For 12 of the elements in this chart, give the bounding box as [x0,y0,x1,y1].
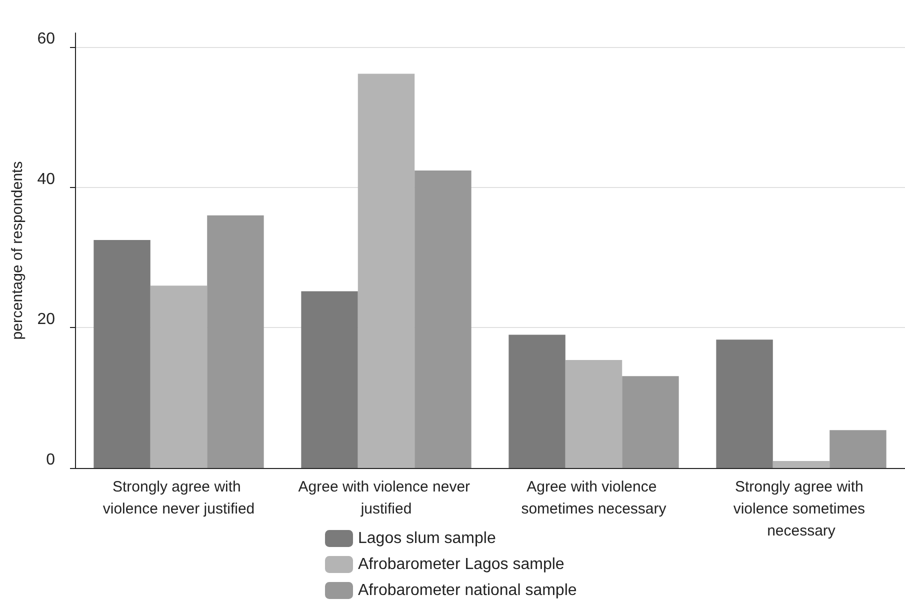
y-axis-title: percentage of respondents [9,161,26,340]
legend-label: Afrobarometer Lagos sample [358,556,564,573]
legend-label: Afrobarometer national sample [358,582,577,599]
y-tick-label: 20 [37,311,56,328]
x-tick-label: Agree with violence sometimes necessary [521,478,667,518]
y-tick-label: 60 [37,30,56,48]
legend-label: Lagos slum sample [358,530,496,547]
y-tick-label: 40 [37,170,56,188]
x-tick-label: Agree with violence never justified [298,478,474,518]
x-tick-label: Strongly agree with violence sometimes necessary [733,478,870,540]
y-tick-label: 0 [46,452,56,468]
x-tick-label: Strongly agree with violence never justified [102,478,255,518]
